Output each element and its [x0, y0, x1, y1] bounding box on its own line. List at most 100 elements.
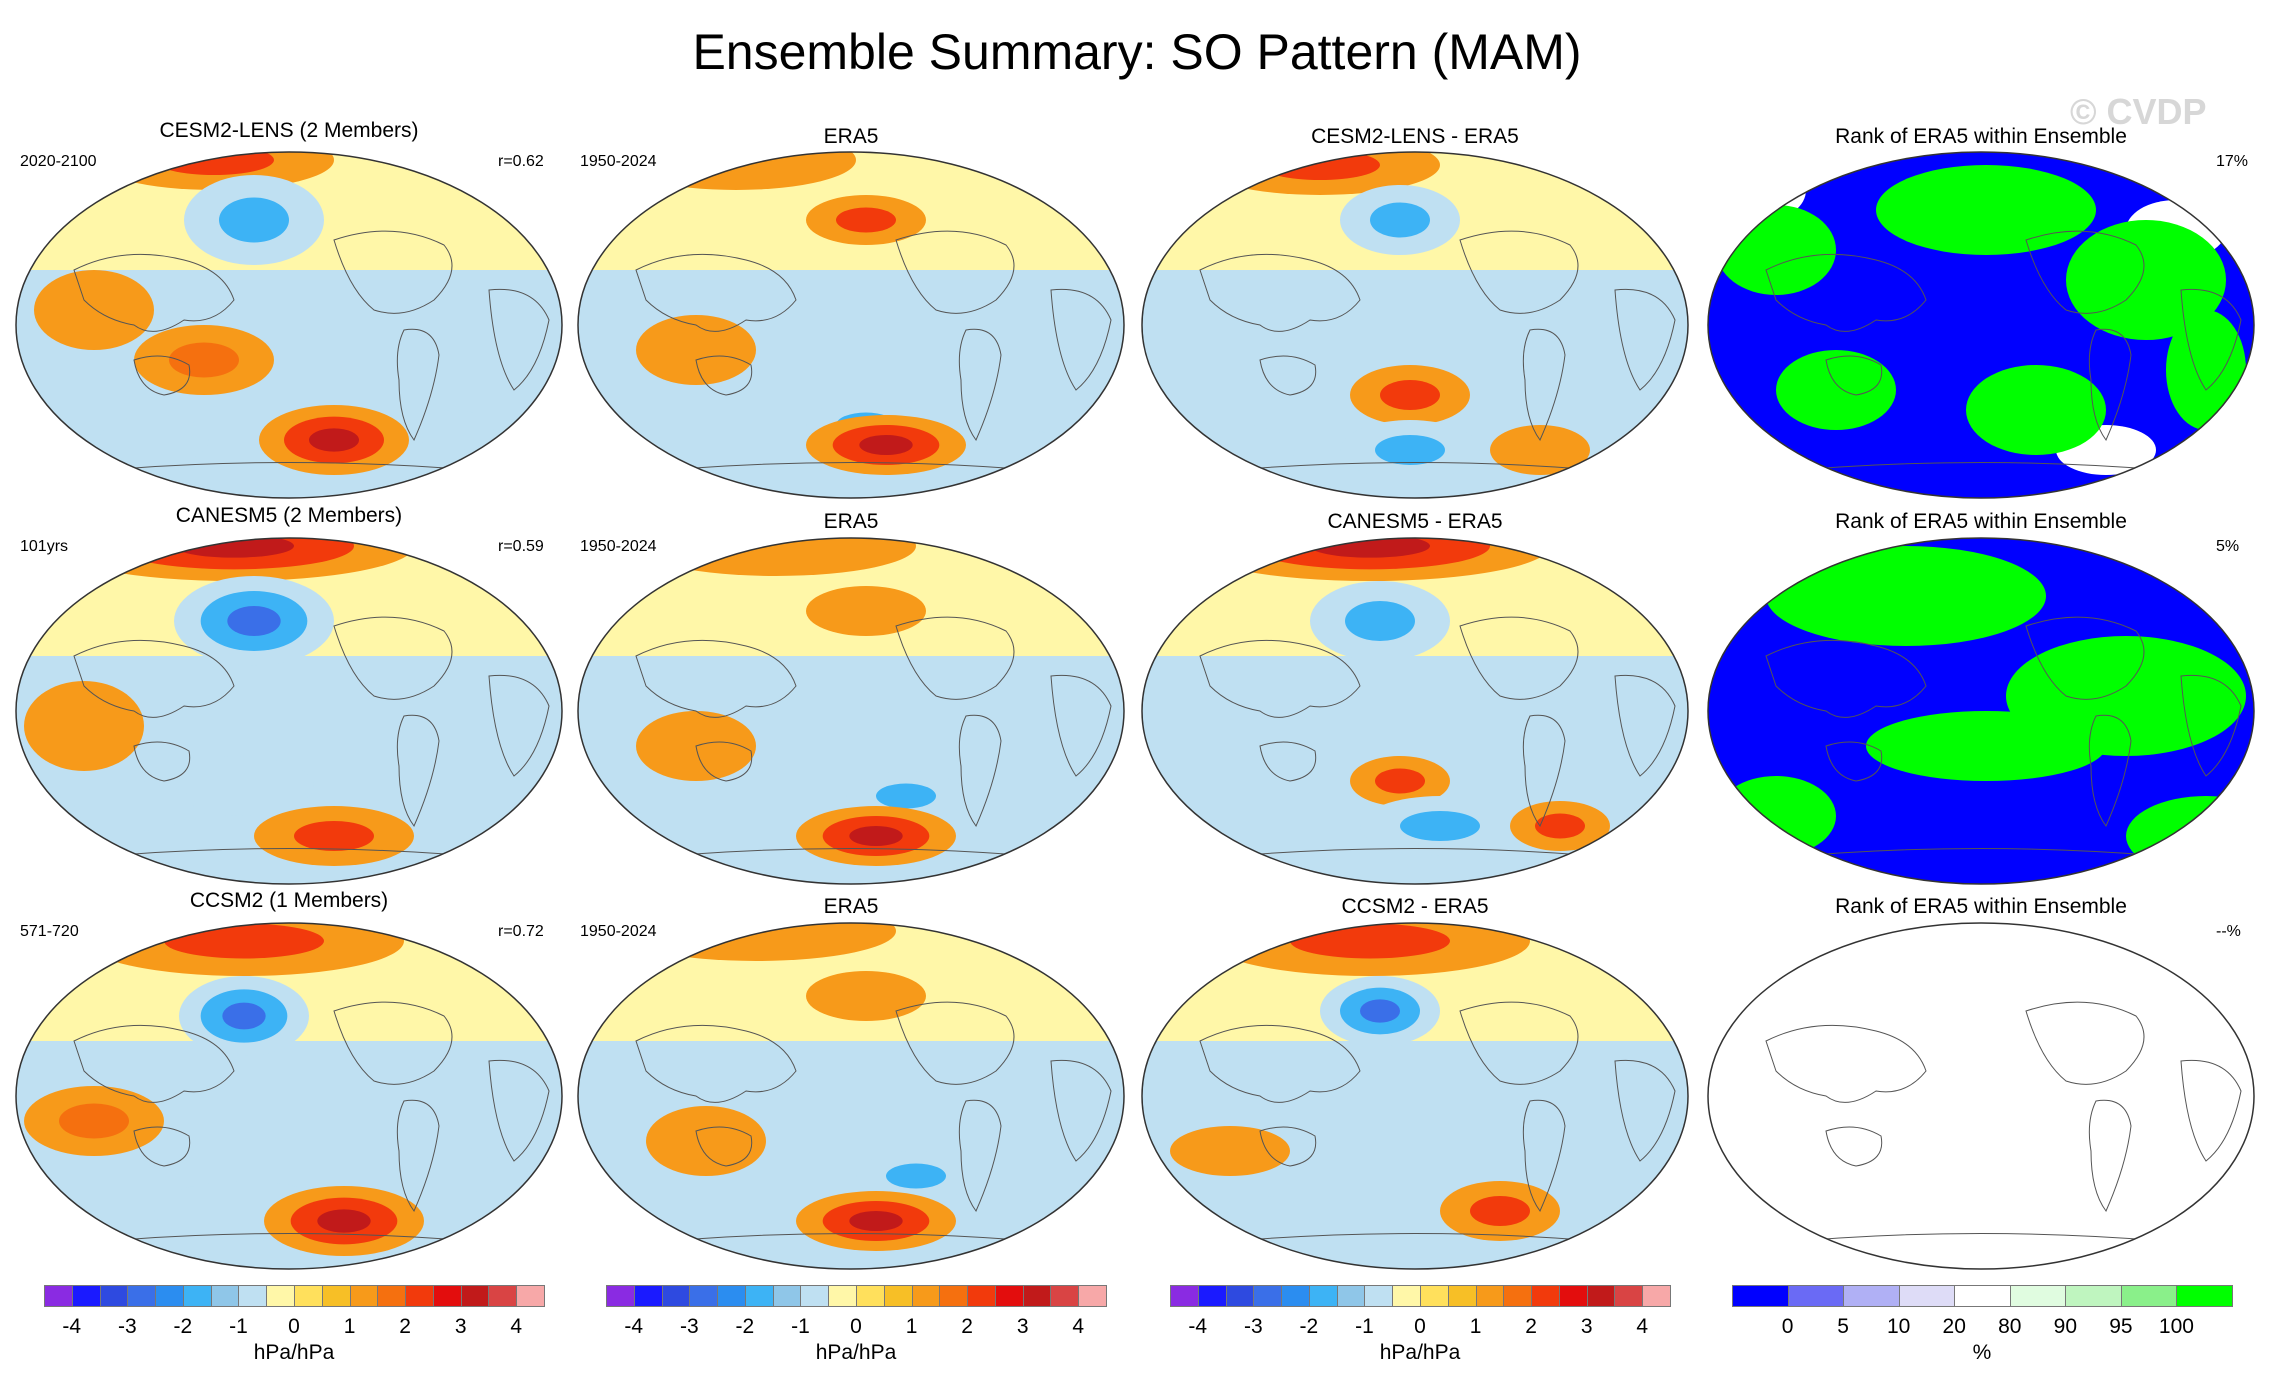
row1-obs-map-coastline-3: [958, 714, 1002, 827]
regression-colorbar-1-swatch-1: [633, 1285, 663, 1307]
regression-colorbar-0-swatch-9: [294, 1285, 323, 1307]
regression-colorbar-2-swatch-2: [1225, 1285, 1255, 1307]
regression-colorbar-1-tick-label: -3: [679, 1315, 699, 1338]
row1-obs-map-coastline-1: [695, 741, 753, 782]
row2-diff-map-blob1-contour-2: [1360, 999, 1400, 1023]
row1-diff-map: [1141, 537, 1689, 885]
row2-obs-period: 1950-2024: [580, 923, 657, 940]
rank-colorbar-swatch-8: [2176, 1285, 2233, 1307]
regression-colorbar-1-swatch-2: [661, 1285, 691, 1307]
row1-rank-map-green-region-2: [1866, 711, 2106, 781]
rank-colorbar-swatch-2: [1843, 1285, 1900, 1307]
regression-colorbar-1-swatch-17: [1078, 1285, 1107, 1307]
row0-diff-map-coastline-2: [1459, 230, 1579, 314]
row2-obs-map-coastline-4: [1050, 1059, 1112, 1162]
row2-diff-map-coastline-3: [1522, 1099, 1566, 1212]
regression-colorbar-0-tick-label: -3: [117, 1315, 137, 1338]
row2-model-map: [15, 922, 563, 1270]
rank-colorbar-swatch-1: [1787, 1285, 1845, 1307]
row2-model-map-coastline-2: [333, 1001, 453, 1085]
regression-colorbar-0-tick-label: -2: [173, 1315, 193, 1338]
regression-colorbar-2-swatch-5: [1308, 1285, 1338, 1307]
regression-colorbar-1: -4 -3 -2 -1 0 1 2 3 4 hPa/hPa: [606, 1285, 1107, 1385]
row0-rank-title: Rank of ERA5 within Ensemble: [1835, 125, 2127, 148]
row2-rank-map-coastline-3: [2088, 1099, 2132, 1212]
row2-obs-map-coastline-0: [635, 1024, 797, 1103]
regression-colorbar-2-tick-label: 4: [1636, 1315, 1649, 1338]
row2-model-map-blob5-contour-0: [414, 1146, 494, 1196]
regression-colorbar-2-tick-label: -3: [1243, 1315, 1263, 1338]
regression-colorbar-0-swatch-13: [405, 1285, 434, 1307]
regression-colorbar-1-swatch-8: [828, 1285, 857, 1307]
row0-model-map-outline: [15, 151, 563, 499]
row2-diff-map-blob3-contour-1: [1470, 1196, 1530, 1226]
regression-colorbar-0-swatch-2: [99, 1285, 129, 1307]
rank-colorbar-tick-label: 100: [2158, 1315, 2194, 1338]
row1-obs-title: ERA5: [823, 510, 879, 533]
row0-model-map-coastline-1: [133, 355, 191, 396]
rank-colorbar: 0 5 10 20 80 90 95 100%: [1732, 1285, 2233, 1385]
row0-diff-map-coastline-0: [1199, 253, 1361, 332]
row1-rank-title: Rank of ERA5 within Ensemble: [1835, 510, 2127, 533]
regression-colorbar-2-tick-label: 2: [1525, 1315, 1537, 1338]
row1-model-map: [15, 537, 563, 885]
rank-colorbar-tick-label: 90: [2053, 1315, 2078, 1338]
rank-colorbar-tick-label: 95: [2109, 1315, 2133, 1338]
row0-diff-map-blob1-contour-1: [1370, 202, 1430, 238]
regression-colorbar-0: -4 -3 -2 -1 0 1 2 3 4 hPa/hPa: [44, 1285, 545, 1385]
regression-colorbar-1-swatch-14: [994, 1285, 1024, 1307]
row1-obs-map-blob3-contour-1: [876, 783, 936, 809]
row2-model-map-coastline-3: [396, 1099, 440, 1212]
row2-model-map-coastline-1: [133, 1126, 191, 1167]
regression-colorbar-1-units: hPa/hPa: [815, 1341, 897, 1364]
row0-diff-title: CESM2-LENS - ERA5: [1311, 125, 1519, 148]
row1-model-map-blob3-contour-0: [154, 756, 314, 816]
row1-obs-map-blob4-contour-2: [849, 826, 903, 846]
regression-colorbar-2-tick-label: 3: [1580, 1315, 1593, 1338]
regression-colorbar-2-tick-label: -2: [1299, 1315, 1319, 1338]
row1-diff-map-outline: [1141, 537, 1689, 885]
row2-rank-percent: --%: [2216, 923, 2241, 940]
regression-colorbar-0-tick-label: -4: [62, 1315, 82, 1338]
row1-obs-map: [577, 537, 1125, 885]
regression-colorbar-1-swatch-6: [772, 1285, 802, 1307]
row2-obs-map-blob5-contour-0: [996, 1201, 1076, 1241]
row2-obs-map-blob1-contour-0: [806, 971, 926, 1021]
regression-colorbar-1-tick-label: -2: [735, 1315, 755, 1338]
row0-rank-map-outline: [1707, 151, 2255, 499]
figure-title: Ensemble Summary: SO Pattern (MAM): [692, 24, 1582, 80]
row1-obs-map-coastline-0: [635, 639, 797, 718]
row1-diff-map-coastline-2: [1459, 616, 1579, 700]
row1-diff-title: CANESM5 - ERA5: [1327, 510, 1503, 533]
row1-obs-map-outline: [577, 537, 1125, 885]
regression-colorbar-0-swatch-4: [155, 1285, 184, 1307]
row2-rank-map-coastline-0: [1765, 1024, 1927, 1103]
row2-rank-map-background: [1708, 923, 2254, 1269]
row2-obs-map-blob2-contour-0: [646, 1106, 766, 1176]
rank-colorbar-swatch-0: [1732, 1285, 1789, 1307]
row2-obs-title: ERA5: [823, 895, 879, 918]
row1-obs-map-coastline-2: [895, 616, 1015, 700]
row2-diff-map-coastline-4: [1614, 1059, 1676, 1162]
regression-colorbar-1-swatch-12: [939, 1285, 969, 1307]
row0-obs-map-coastline-4: [1050, 288, 1112, 391]
row2-diff-map-outline: [1141, 922, 1689, 1270]
regression-colorbar-0-swatch-15: [460, 1285, 490, 1307]
regression-colorbar-2-swatch-0: [1170, 1285, 1199, 1307]
row0-model-map-blob4-contour-2: [309, 428, 359, 452]
regression-colorbar-1-tick-label: 4: [1072, 1315, 1085, 1338]
regression-colorbar-0-swatch-6: [210, 1285, 240, 1307]
row1-rank-map: [1707, 537, 2255, 885]
rank-colorbar-swatch-3: [1898, 1285, 1956, 1307]
rank-colorbar-swatch-5: [2009, 1285, 2067, 1307]
regression-colorbar-1-swatch-10: [883, 1285, 913, 1307]
regression-colorbar-2-tick-label: 0: [1414, 1315, 1426, 1338]
row0-obs-map-coastline-0: [635, 253, 797, 332]
row0-diff-map: [1141, 151, 1689, 499]
row0-obs-map: [577, 151, 1125, 499]
row0-rank-map-coastline-1: [1825, 355, 1883, 396]
regression-colorbar-1-tick-label: 1: [905, 1315, 918, 1338]
regression-colorbar-0-swatch-0: [44, 1285, 73, 1307]
row1-rank-map-green-region-0: [1766, 546, 2046, 646]
regression-colorbar-0-swatch-7: [238, 1285, 268, 1307]
